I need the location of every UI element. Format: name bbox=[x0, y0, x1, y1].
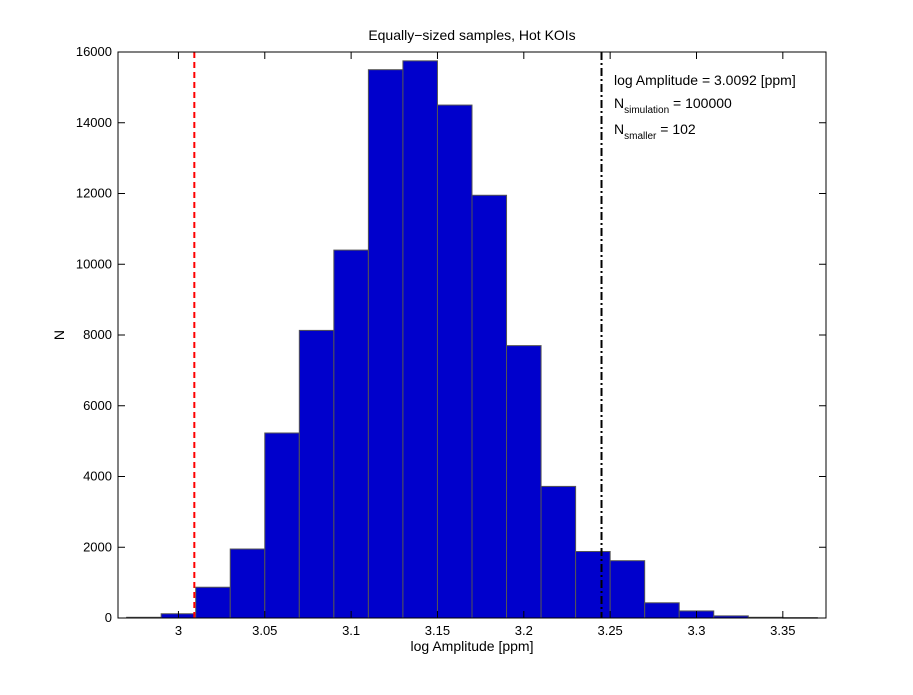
x-tick-label: 3.25 bbox=[597, 623, 622, 638]
chart-title: Equally−sized samples, Hot KOIs bbox=[368, 27, 575, 43]
y-tick-label: 16000 bbox=[76, 44, 112, 59]
reference-lines-group bbox=[193, 52, 603, 618]
y-tick-label: 6000 bbox=[83, 398, 112, 413]
histogram-bar bbox=[367, 69, 404, 619]
histogram-bar bbox=[506, 345, 542, 619]
histogram-bar bbox=[402, 60, 438, 619]
annotation-n-simulation-value: = 100000 bbox=[669, 95, 732, 111]
histogram-bar bbox=[436, 104, 473, 619]
x-tick-label: 3.1 bbox=[342, 623, 360, 638]
y-axis-label: N bbox=[51, 330, 67, 340]
x-tick-label: 3.15 bbox=[425, 623, 450, 638]
x-tick-label: 3.35 bbox=[770, 623, 795, 638]
histogram-bar bbox=[298, 329, 335, 619]
annotation-n-smaller-value: = 102 bbox=[656, 121, 696, 137]
histogram-bar bbox=[229, 548, 266, 619]
annotation-box: log Amplitude = 3.0092 [ppm] Nsimulation… bbox=[614, 72, 796, 142]
x-tick-label: 3.2 bbox=[515, 623, 533, 638]
y-tick-label: 8000 bbox=[83, 327, 112, 342]
annotation-n-simulation-subscript: simulation bbox=[624, 105, 669, 116]
x-tick-label: 3 bbox=[175, 623, 182, 638]
histogram-bar bbox=[195, 586, 231, 619]
histogram-bar bbox=[264, 432, 300, 619]
annotation-n-simulation-symbol: N bbox=[614, 95, 624, 111]
x-axis-ticks: 3 3.05 3.1 3.15 3.2 3.25 3.3 3.35 bbox=[175, 52, 795, 638]
x-tick-label: 3.3 bbox=[687, 623, 705, 638]
histogram-bar bbox=[609, 560, 646, 619]
x-tick-label: 3.05 bbox=[252, 623, 277, 638]
y-axis-ticks: 0 2000 4000 6000 8000 10000 12000 14000 16000 bbox=[76, 44, 826, 625]
y-tick-label: 14000 bbox=[76, 115, 112, 130]
annotation-n-smaller-subscript: smaller bbox=[624, 131, 657, 142]
annotation-log-amplitude: log Amplitude = 3.0092 [ppm] bbox=[614, 72, 796, 88]
annotation-n-smaller-symbol: N bbox=[614, 121, 624, 137]
y-tick-label: 2000 bbox=[83, 539, 112, 554]
y-tick-label: 10000 bbox=[76, 256, 112, 271]
y-tick-label: 12000 bbox=[76, 186, 112, 201]
y-tick-label: 4000 bbox=[83, 469, 112, 484]
histogram-bar bbox=[575, 550, 611, 619]
annotation-n-smaller: Nsmaller = 102 bbox=[614, 121, 696, 142]
histogram-bar bbox=[333, 249, 369, 619]
histogram-bar bbox=[644, 602, 680, 619]
annotation-n-simulation: Nsimulation = 100000 bbox=[614, 95, 732, 116]
histogram-bar bbox=[540, 485, 577, 619]
y-tick-label: 0 bbox=[105, 610, 112, 625]
histogram-bar bbox=[471, 194, 508, 619]
bars-group bbox=[126, 60, 818, 619]
x-axis-label: log Amplitude [ppm] bbox=[411, 638, 534, 654]
